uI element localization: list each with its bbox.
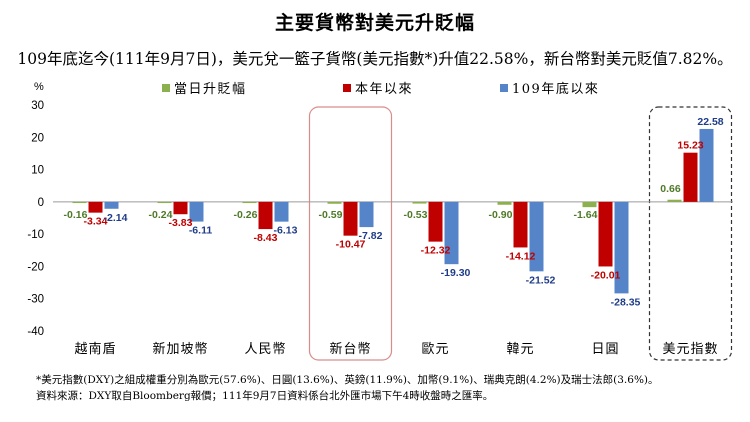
- footnote-dxy-weights: *美元指數(DXY)之組成權重分別為歐元(57.6%)、日圓(13.6%)、英鎊…: [36, 374, 659, 386]
- data-label-2-3: -7.82: [359, 230, 383, 242]
- category-label-7: 美元指數: [662, 342, 718, 357]
- bar-0-3: [327, 201, 342, 204]
- data-label-1-3: -10.47: [336, 239, 366, 251]
- category-label-6: 日圓: [591, 342, 619, 357]
- highlight-frame-3: [308, 106, 393, 361]
- data-label-0-3: -0.59: [319, 209, 343, 221]
- legend-label-2: 109年底以來: [512, 81, 599, 97]
- highlight-frame-7: [648, 106, 733, 361]
- bar-2-7: [699, 128, 714, 202]
- bar-0-0: [72, 201, 87, 204]
- bar-1-6: [598, 201, 613, 267]
- data-label-2-2: -6.13: [274, 225, 298, 237]
- bar-1-0: [88, 201, 103, 213]
- legend-swatch-2: [500, 84, 508, 92]
- bar-0-7: [667, 199, 682, 202]
- data-label-0-2: -0.26: [234, 209, 258, 221]
- data-label-0-1: -0.24: [149, 209, 173, 221]
- y-tick-label: -40: [27, 326, 44, 338]
- data-label-0-4: -0.53: [404, 209, 428, 221]
- bar-2-5: [529, 201, 544, 272]
- y-tick-label: -20: [27, 261, 44, 273]
- data-label-2-5: -21.52: [526, 274, 556, 286]
- y-tick-label: 10: [31, 165, 44, 177]
- bar-2-6: [614, 201, 629, 294]
- chart-title: 主要貨幣對美元升貶幅: [274, 12, 475, 34]
- y-tick-label: 0: [38, 197, 44, 209]
- bar-0-6: [582, 201, 597, 208]
- y-axis-unit: %: [34, 81, 44, 93]
- data-label-2-4: -19.30: [441, 267, 471, 279]
- legend-swatch-1: [343, 84, 351, 92]
- chart-subtitle: 109年底迄今(111年9月7日)，美元兌一籃子貨幣(美元指數*)升值22.58…: [17, 50, 733, 68]
- data-label-1-0: -3.34: [84, 216, 108, 228]
- footnote-data-source: 資料來源：DXY取自Bloomberg報價；111年9月7日資料係台北外匯市場下…: [36, 390, 494, 402]
- data-label-1-2: -8.43: [254, 232, 278, 244]
- bar-1-4: [428, 201, 443, 242]
- bar-0-4: [412, 201, 427, 204]
- category-label-0: 越南盾: [74, 341, 116, 357]
- bar-0-1: [157, 201, 172, 204]
- data-label-2-7: 22.58: [697, 116, 723, 128]
- bar-1-2: [258, 201, 273, 230]
- category-label-5: 韓元: [506, 342, 534, 357]
- y-tick-label: 30: [31, 100, 44, 112]
- bar-0-5: [497, 201, 512, 205]
- data-label-1-1: -3.83: [169, 217, 193, 229]
- category-label-4: 歐元: [421, 342, 449, 357]
- data-label-0-5: -0.90: [489, 209, 513, 221]
- data-label-1-5: -14.12: [506, 250, 536, 262]
- bar-1-3: [343, 201, 358, 236]
- data-label-1-7: 15.23: [677, 140, 703, 152]
- data-label-0-6: -1.64: [574, 209, 598, 221]
- data-label-2-6: -28.35: [611, 296, 641, 308]
- bar-1-5: [513, 201, 528, 248]
- bar-0-2: [242, 201, 257, 204]
- data-label-1-6: -20.01: [591, 269, 621, 281]
- bar-1-1: [173, 201, 188, 215]
- bar-2-4: [444, 201, 459, 265]
- data-label-2-0: -2.14: [104, 212, 128, 224]
- legend-label-0: 當日升貶幅: [174, 82, 247, 97]
- data-label-1-4: -12.32: [421, 245, 451, 257]
- category-label-2: 人民幣: [244, 342, 286, 357]
- bar-2-0: [104, 201, 119, 209]
- legend-label-1: 本年以來: [355, 82, 413, 97]
- data-label-0-0: -0.16: [64, 209, 88, 221]
- bar-1-7: [683, 152, 698, 202]
- y-tick-label: -30: [27, 294, 44, 306]
- bar-2-2: [274, 201, 289, 222]
- category-label-1: 新加坡幣: [152, 341, 208, 357]
- legend-swatch-0: [162, 84, 170, 92]
- data-label-0-7: 0.66: [660, 183, 681, 195]
- bar-2-1: [189, 201, 204, 222]
- y-tick-label: -10: [27, 229, 44, 241]
- bar-2-3: [359, 201, 374, 228]
- y-tick-label: 20: [31, 132, 44, 144]
- data-label-2-1: -6.11: [189, 225, 213, 237]
- category-label-3: 新台幣: [329, 341, 371, 357]
